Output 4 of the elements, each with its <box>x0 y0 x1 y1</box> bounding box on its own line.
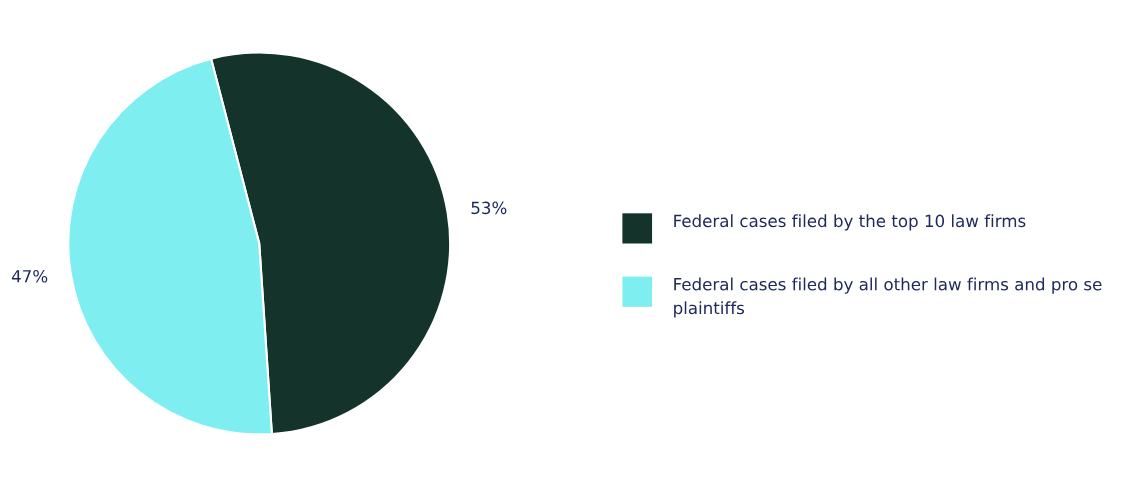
data-label: 47% <box>11 269 48 283</box>
legend-label: Federal cases filed by all other law firms and pro se plaintiffs <box>674 277 1102 318</box>
legend-label: Federal cases filed by the top 10 law firms <box>674 214 1026 231</box>
data-label: 53% <box>471 201 507 215</box>
